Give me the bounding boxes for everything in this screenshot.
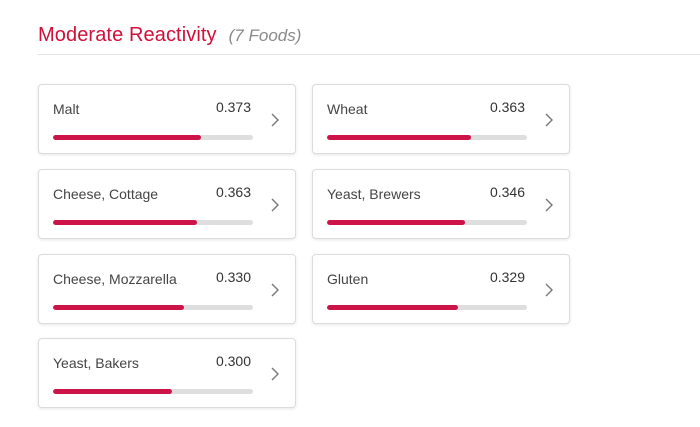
score-bar-fill bbox=[53, 389, 172, 394]
food-card-cheese-mozzarella[interactable]: Cheese, Mozzarella 0.330 bbox=[38, 254, 296, 324]
chevron-right-icon bbox=[545, 113, 553, 127]
chevron-right-icon bbox=[545, 283, 553, 297]
food-score: 0.373 bbox=[215, 99, 251, 115]
score-bar bbox=[53, 135, 253, 140]
score-bar bbox=[327, 220, 527, 225]
food-score: 0.329 bbox=[489, 269, 525, 285]
food-name: Malt bbox=[53, 101, 80, 117]
score-bar-fill bbox=[53, 305, 184, 310]
food-card-cheese-cottage[interactable]: Cheese, Cottage 0.363 bbox=[38, 169, 296, 239]
score-bar-fill bbox=[327, 135, 471, 140]
food-name: Gluten bbox=[327, 271, 369, 287]
food-count: (7 Foods) bbox=[228, 26, 302, 45]
score-bar-fill bbox=[327, 220, 465, 225]
food-name: Cheese, Cottage bbox=[53, 186, 159, 202]
chevron-right-icon bbox=[271, 198, 279, 212]
food-card-yeast-bakers[interactable]: Yeast, Bakers 0.300 bbox=[38, 338, 296, 408]
chevron-right-icon bbox=[545, 198, 553, 212]
score-bar-fill bbox=[53, 220, 197, 225]
food-name: Yeast, Brewers bbox=[327, 186, 421, 202]
food-score: 0.363 bbox=[215, 184, 251, 200]
food-card-yeast-brewers[interactable]: Yeast, Brewers 0.346 bbox=[312, 169, 570, 239]
food-score: 0.363 bbox=[489, 99, 525, 115]
score-bar bbox=[53, 220, 253, 225]
food-score: 0.330 bbox=[215, 269, 251, 285]
chevron-right-icon bbox=[271, 283, 279, 297]
food-name: Yeast, Bakers bbox=[53, 355, 139, 371]
score-bar bbox=[327, 135, 527, 140]
section-header: Moderate Reactivity (7 Foods) bbox=[38, 24, 301, 47]
score-bar bbox=[53, 389, 253, 394]
chevron-right-icon bbox=[271, 113, 279, 127]
score-bar-fill bbox=[53, 135, 201, 140]
food-score: 0.300 bbox=[215, 353, 251, 369]
score-bar bbox=[53, 305, 253, 310]
score-bar-fill bbox=[327, 305, 458, 310]
food-name: Cheese, Mozzarella bbox=[53, 271, 177, 287]
food-card-gluten[interactable]: Gluten 0.329 bbox=[312, 254, 570, 324]
chevron-right-icon bbox=[271, 367, 279, 381]
food-name: Wheat bbox=[327, 101, 368, 117]
score-bar bbox=[327, 305, 527, 310]
food-card-malt[interactable]: Malt 0.373 bbox=[38, 84, 296, 154]
food-score: 0.346 bbox=[489, 184, 525, 200]
section-divider bbox=[38, 54, 700, 55]
section-title: Moderate Reactivity bbox=[38, 24, 217, 46]
food-card-wheat[interactable]: Wheat 0.363 bbox=[312, 84, 570, 154]
